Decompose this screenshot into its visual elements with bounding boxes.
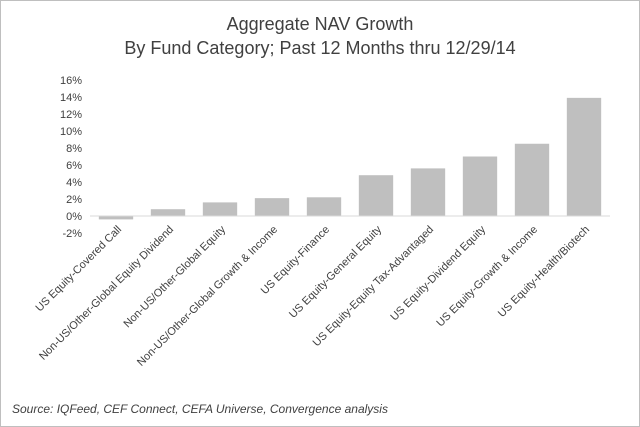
bar [358, 175, 394, 216]
category-label: US Equity-Health/Biotech [496, 224, 592, 320]
y-tick-label: 4% [66, 177, 82, 189]
chart-title-line-2: By Fund Category; Past 12 Months thru 12… [124, 38, 515, 58]
y-tick-label: 14% [60, 92, 82, 104]
bar [202, 202, 238, 216]
y-tick-label: -2% [62, 228, 82, 240]
category-label: Non-US/Other-Global Equity [122, 223, 229, 330]
y-tick-label: 2% [66, 194, 82, 206]
category-label: US Equity-Dividend Equity [388, 223, 488, 323]
y-tick-label: 10% [60, 126, 82, 138]
y-tick-label: 16% [60, 75, 82, 87]
y-tick-label: 8% [66, 143, 82, 155]
y-tick-label: 0% [66, 211, 82, 223]
category-labels: US Equity-Covered CallNon-US/Other-Globa… [34, 223, 593, 368]
y-tick-label: 6% [66, 160, 82, 172]
category-label: US Equity-General Equity [287, 223, 384, 320]
bar [410, 168, 446, 216]
bar [462, 156, 498, 216]
source-note: Source: IQFeed, CEF Connect, CEFA Univer… [12, 402, 388, 416]
y-tick-label: 12% [60, 109, 82, 121]
category-label: US Equity-Growth & Income [434, 224, 540, 330]
y-axis-ticks: -2% 0% 2% 4% 6% 8% 10% 12% 14% 16% [60, 75, 82, 240]
bar [306, 197, 342, 216]
chart-title-line-1: Aggregate NAV Growth [227, 14, 414, 34]
bar [254, 198, 290, 216]
bar [98, 216, 134, 220]
bars [98, 97, 602, 220]
bar [514, 143, 550, 216]
chart-title: Aggregate NAV Growth By Fund Category; Pa… [124, 14, 515, 58]
bar [566, 97, 602, 216]
bar [150, 209, 186, 216]
